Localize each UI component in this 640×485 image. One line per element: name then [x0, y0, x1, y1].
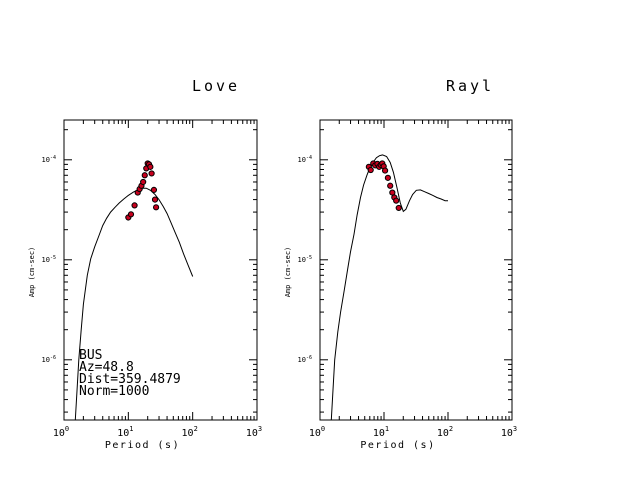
x-tick-label-exp: 3 — [258, 425, 262, 433]
plot-frame — [319, 119, 513, 421]
plot-frame — [63, 119, 258, 421]
y-tick-label-exp: -6 — [50, 355, 56, 361]
data-point — [387, 182, 394, 189]
y-tick-label: 10-5 — [298, 255, 312, 264]
y-axis-label: Amp (cm-sec) — [284, 247, 292, 298]
y-tick-label: 10-5 — [42, 255, 56, 264]
x-tick-label-exp: 2 — [194, 425, 198, 433]
y-tick-label-exp: -4 — [50, 155, 56, 161]
data-point — [127, 211, 135, 218]
annotation-line: BUS — [79, 348, 102, 363]
y-tick-label-exp: -5 — [50, 255, 56, 261]
data-point — [367, 166, 374, 174]
data-point — [131, 202, 138, 209]
x-tick-label-base: 10 — [309, 428, 321, 439]
x-tick-label-base: 10 — [246, 428, 258, 439]
data-point — [384, 174, 391, 181]
x-tick-label: 100 — [309, 425, 325, 439]
y-tick-label-exp: -6 — [306, 355, 312, 361]
y-tick-label-base: 10 — [298, 356, 306, 364]
x-tick-label-base: 10 — [501, 428, 513, 439]
x-tick-label-exp: 0 — [321, 425, 325, 433]
x-tick-label: 101 — [117, 425, 133, 439]
x-tick-label-exp: 0 — [65, 425, 69, 433]
y-axis-label: Amp (cm-sec) — [28, 247, 36, 298]
x-tick-label: 103 — [246, 425, 262, 439]
y-tick-label: 10-6 — [298, 355, 312, 364]
y-tick-label-base: 10 — [298, 156, 306, 164]
x-tick-label-base: 10 — [182, 428, 194, 439]
y-tick-label: 10-6 — [42, 355, 56, 364]
series-line — [74, 187, 194, 421]
y-tick-label-exp: -5 — [306, 255, 312, 261]
x-tick-label-base: 10 — [117, 428, 129, 439]
x-axis-label: Period (s) — [105, 440, 180, 451]
y-tick-label-base: 10 — [298, 256, 306, 264]
x-tick-label: 101 — [373, 425, 389, 439]
data-point — [151, 196, 159, 203]
data-point — [393, 197, 400, 204]
x-tick-label-exp: 1 — [129, 425, 133, 433]
data-point — [141, 172, 148, 179]
x-tick-label-base: 10 — [53, 428, 65, 439]
x-tick-label-exp: 1 — [385, 425, 389, 433]
x-tick-label-base: 10 — [437, 428, 449, 439]
annotation-line: Az=48.8 — [79, 360, 134, 375]
data-point — [152, 204, 160, 211]
data-point — [147, 163, 154, 170]
y-tick-label-exp: -4 — [306, 155, 312, 161]
y-tick-label: 10-4 — [42, 155, 56, 164]
x-tick-label-exp: 3 — [513, 425, 517, 433]
data-point — [140, 178, 147, 186]
y-tick-label-base: 10 — [42, 256, 50, 264]
x-tick-label: 102 — [437, 425, 453, 439]
x-tick-label: 102 — [182, 425, 198, 439]
x-tick-label: 100 — [53, 425, 69, 439]
panel-title: Rayl — [446, 77, 494, 95]
y-tick-label-base: 10 — [42, 356, 50, 364]
x-tick-label-base: 10 — [373, 428, 385, 439]
data-point — [381, 167, 389, 174]
data-point — [395, 204, 402, 212]
y-tick-label-base: 10 — [42, 156, 50, 164]
x-tick-label-exp: 2 — [449, 425, 453, 433]
x-tick-label: 103 — [501, 425, 517, 439]
y-tick-label: 10-4 — [298, 155, 312, 164]
annotation-line: Norm=1000 — [79, 384, 149, 399]
series-line — [330, 154, 448, 421]
data-point — [148, 170, 155, 177]
x-axis-label: Period (s) — [360, 440, 435, 451]
panel-title: Love — [192, 77, 240, 95]
annotation-line: Dist=359.4879 — [79, 372, 181, 387]
data-point — [150, 186, 158, 193]
